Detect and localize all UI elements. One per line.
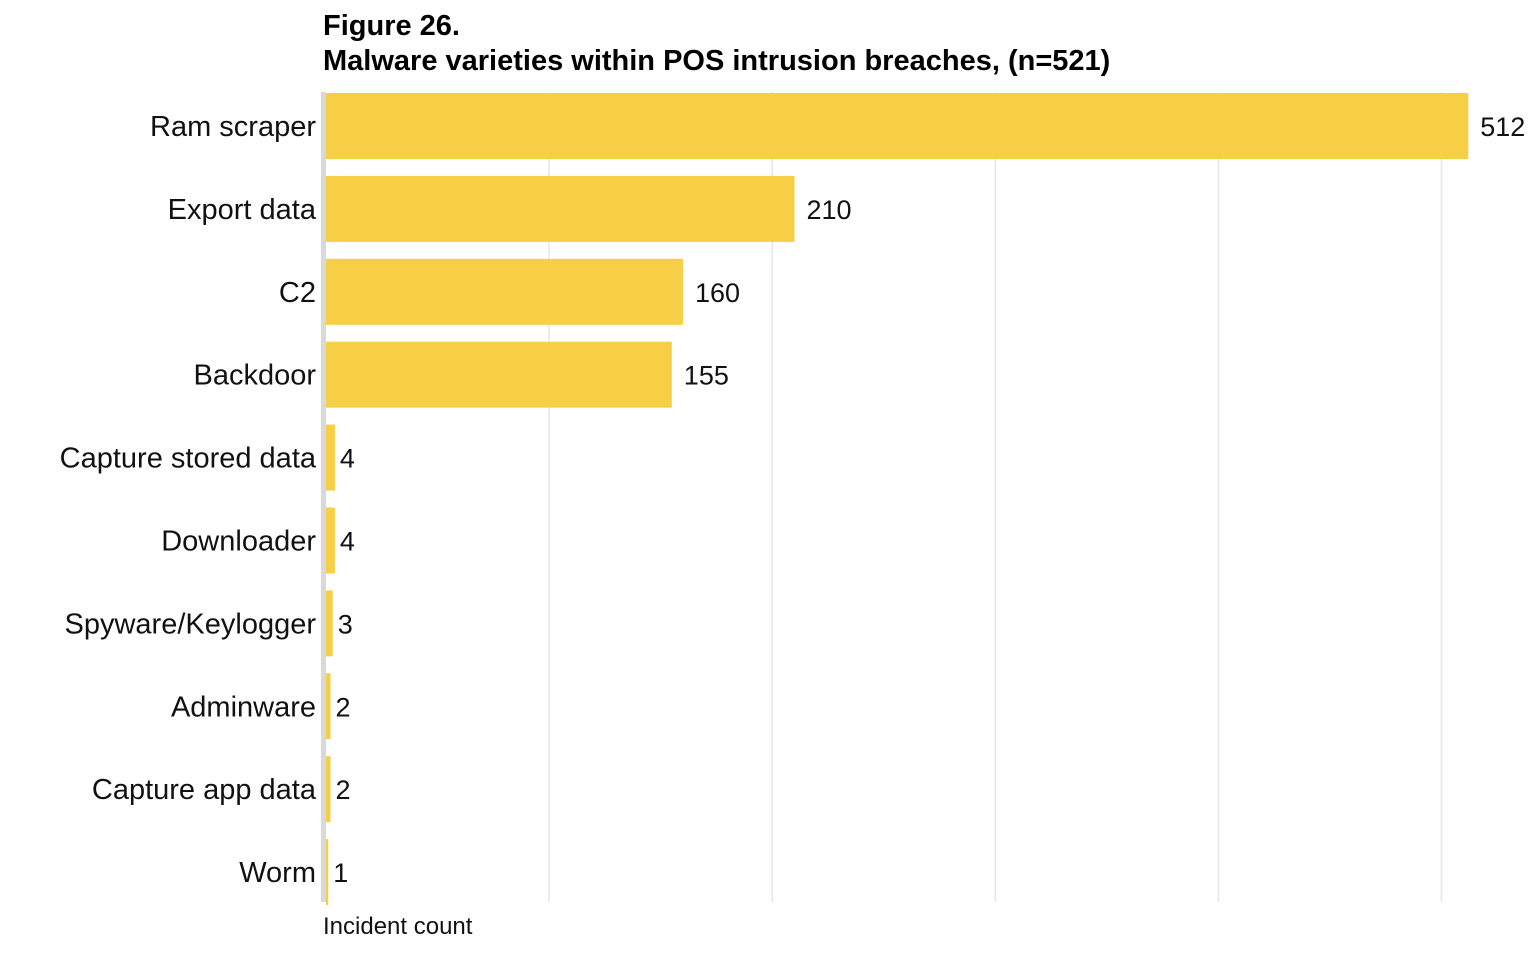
value-label: 1 — [333, 858, 348, 888]
category-label: Downloader — [161, 526, 316, 558]
category-label: Worm — [239, 857, 316, 889]
bar-backdoor — [326, 341, 672, 408]
x-axis-title: Incident count — [323, 913, 473, 940]
chart-title: Malware varieties within POS intrusion b… — [323, 45, 1111, 77]
value-label: 3 — [338, 609, 353, 639]
figure-number: Figure 26. — [323, 10, 460, 42]
y-axis — [321, 92, 326, 902]
bar-adminware — [326, 673, 331, 740]
bar-c2 — [326, 258, 683, 325]
category-label: Capture stored data — [60, 443, 317, 475]
value-label: 4 — [340, 444, 355, 474]
value-label: 512 — [1480, 112, 1525, 142]
value-label: 2 — [335, 692, 350, 722]
bar-spyware-keylogger — [326, 590, 333, 657]
category-label: Capture app data — [92, 774, 317, 806]
bar-capture-app-data — [326, 756, 331, 823]
category-label: C2 — [279, 277, 316, 309]
value-label: 160 — [695, 278, 740, 308]
value-label: 155 — [684, 361, 729, 391]
y-axis-line — [321, 92, 326, 902]
bars — [326, 93, 1469, 906]
category-label: Spyware/Keylogger — [65, 608, 317, 640]
bar-worm — [326, 839, 329, 906]
bar-export-data — [326, 175, 795, 242]
value-label: 4 — [340, 527, 355, 557]
bar-capture-stored-data — [326, 424, 335, 491]
category-label: Adminware — [171, 691, 316, 723]
category-label: Export data — [168, 194, 317, 226]
value-label: 210 — [807, 195, 852, 225]
category-label: Backdoor — [193, 360, 316, 392]
bar-downloader — [326, 507, 335, 574]
bar-ram-scraper — [326, 93, 1469, 159]
category-label: Ram scraper — [150, 111, 316, 143]
value-labels: 512 210 160 155 4 4 3 2 2 1 — [333, 112, 1525, 888]
category-labels: Ram scraper Export data C2 Backdoor Capture … — [60, 111, 317, 889]
value-label: 2 — [335, 775, 350, 805]
